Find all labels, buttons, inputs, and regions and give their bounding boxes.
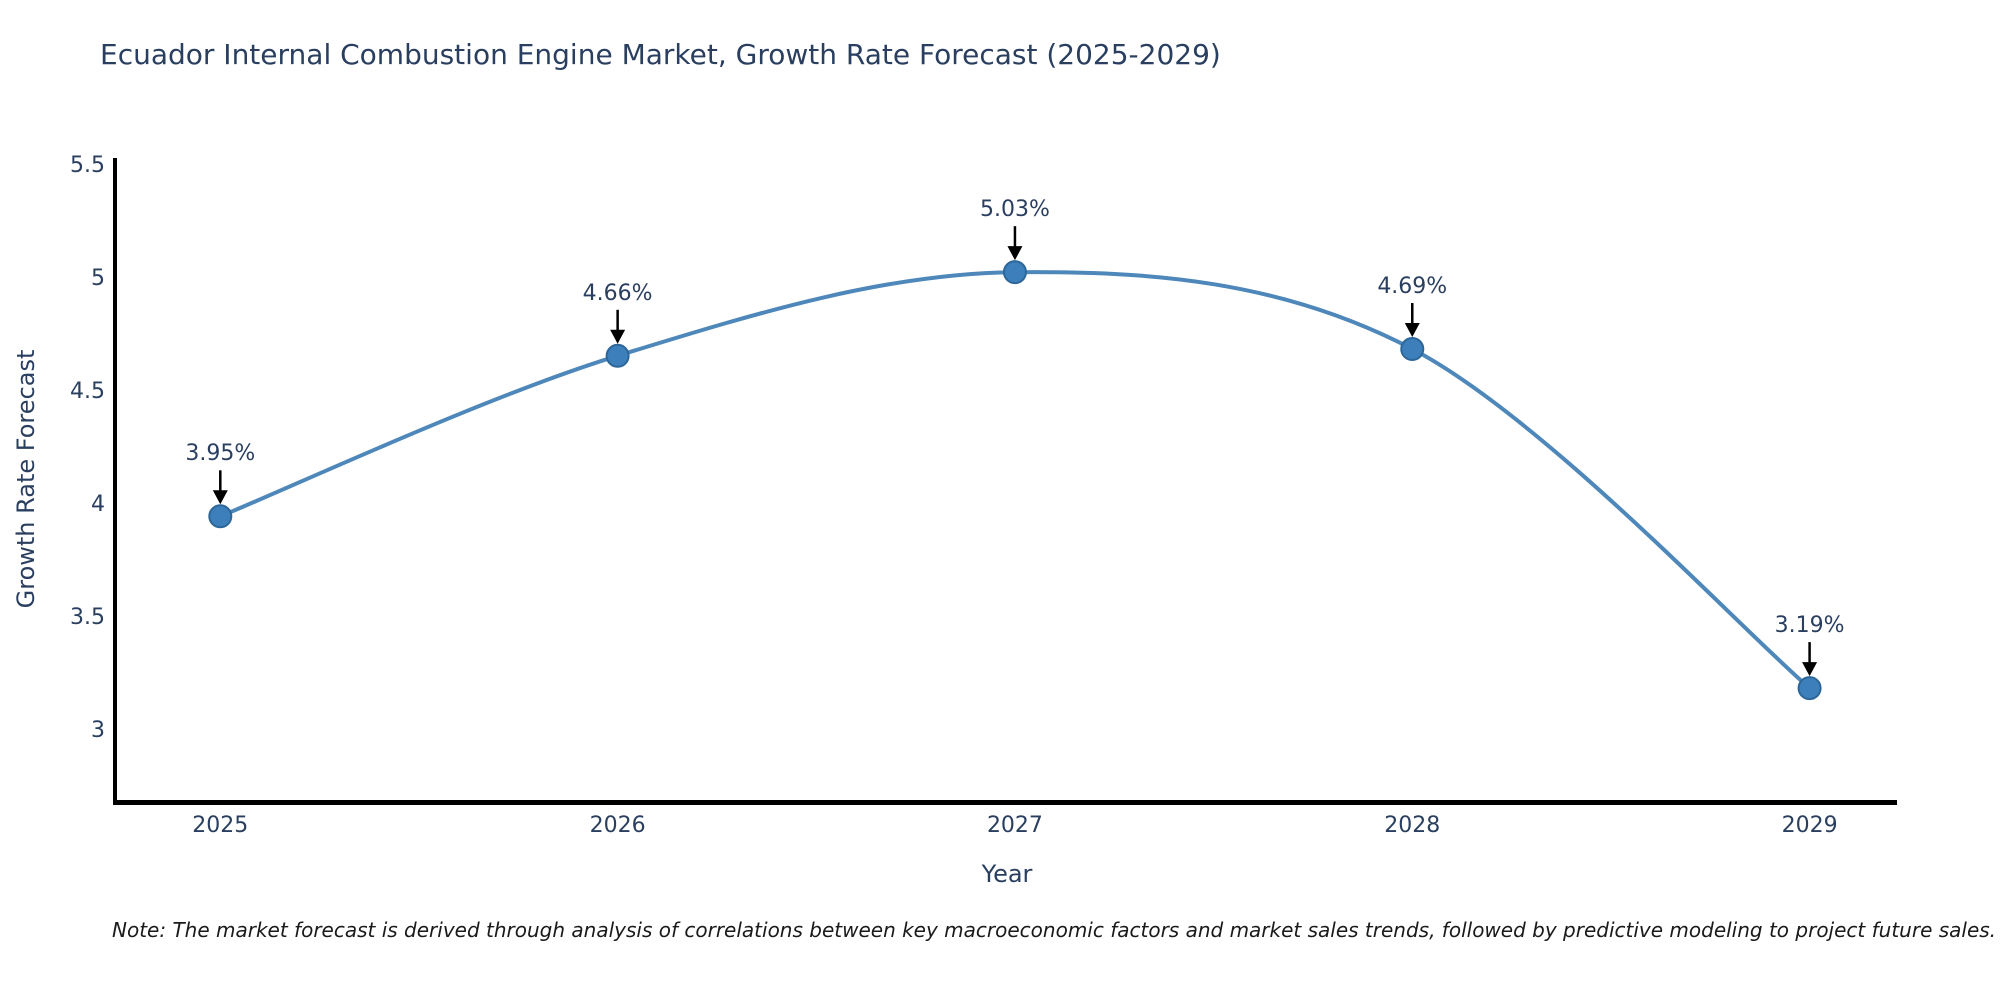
y-tick-label: 3.5	[70, 605, 105, 631]
x-tick-label: 2027	[986, 813, 1043, 838]
point-value-label: 4.66%	[582, 280, 653, 306]
x-tick-label: 2026	[589, 813, 646, 838]
plot-area	[113, 158, 1897, 805]
point-value-label: 5.03%	[979, 197, 1050, 223]
data-point-marker	[1797, 676, 1822, 701]
annotation-arrowhead	[1802, 662, 1818, 677]
x-axis-title: Year	[981, 860, 1033, 888]
x-tick-label: 2028	[1384, 813, 1441, 838]
data-point-marker	[208, 504, 233, 529]
data-point-marker	[605, 343, 630, 368]
point-value-label: 3.19%	[1774, 613, 1845, 639]
x-tick-label: 2029	[1781, 813, 1838, 838]
point-value-label: 3.95%	[185, 441, 256, 467]
line-chart-svg	[208, 226, 1822, 701]
point-value-label: 4.69%	[1377, 274, 1448, 300]
annotation-arrowhead	[610, 329, 626, 344]
trend-line	[218, 270, 1812, 691]
y-tick-label: 4	[91, 491, 105, 517]
y-tick-label: 5.5	[70, 152, 105, 178]
footnote: Note: The market forecast is derived thr…	[112, 918, 1997, 942]
y-tick-label: 5	[91, 265, 105, 291]
data-point-marker	[1002, 260, 1027, 285]
data-point-marker	[1400, 337, 1425, 362]
annotation-arrowhead	[1007, 246, 1023, 261]
annotation-arrowhead	[1404, 323, 1420, 338]
y-tick-label: 3	[91, 718, 105, 744]
chart-title: Ecuador Internal Combustion Engine Marke…	[100, 38, 1221, 71]
annotation-arrowhead	[212, 490, 228, 505]
y-tick-label: 4.5	[70, 378, 105, 404]
x-tick-label: 2025	[192, 813, 249, 838]
